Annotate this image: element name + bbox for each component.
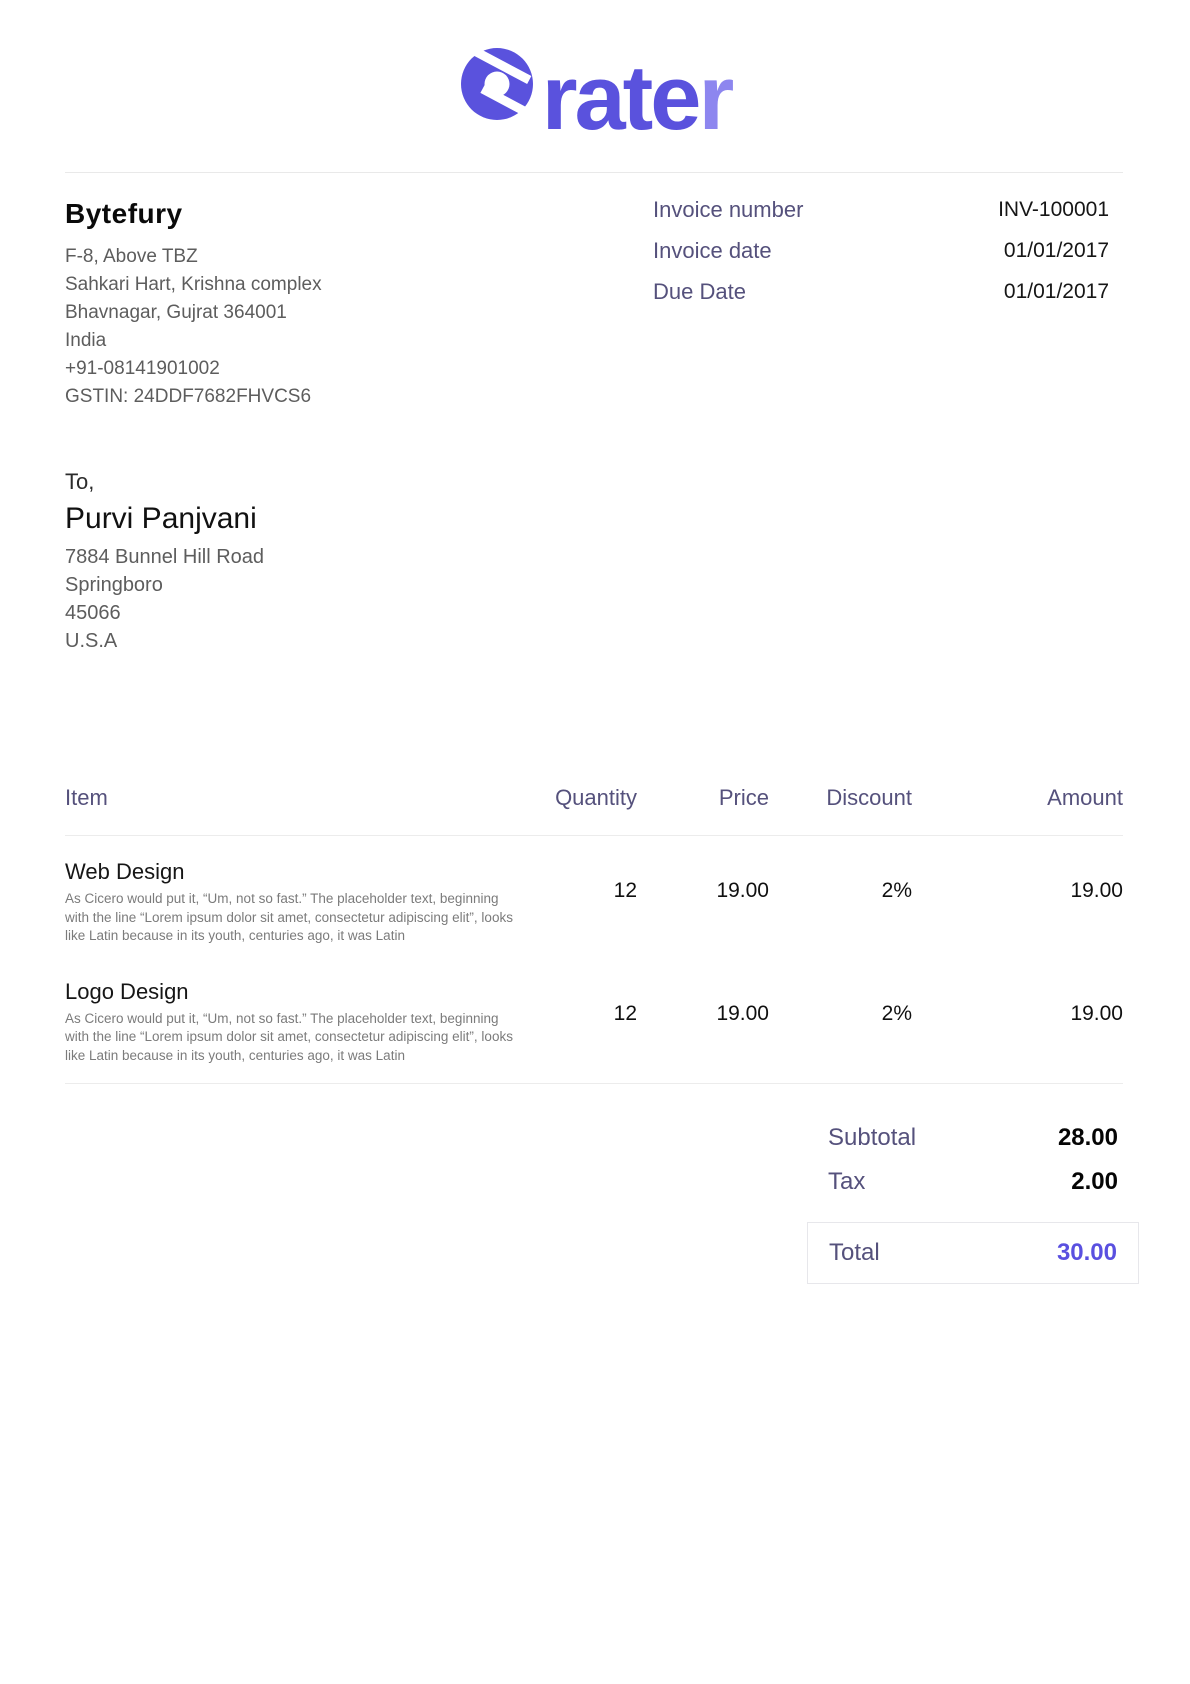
company-gstin: GSTIN: 24DDF7682FHVCS6 (65, 386, 312, 407)
company-phone: +91-08141901002 (65, 358, 220, 379)
customer-address-line: Springboro (65, 574, 163, 596)
total-box: Total 30.00 (807, 1222, 1139, 1284)
header-divider (65, 172, 1123, 173)
crater-logo: rater (459, 46, 734, 144)
invoice-date-label: Invoice date (653, 238, 772, 263)
subtotal-label: Subtotal (828, 1124, 917, 1151)
header-amount: Amount (912, 785, 1123, 836)
due-date-label: Due Date (653, 279, 746, 304)
crater-mark-icon (460, 47, 535, 122)
invoice-number-value: INV-100001 (998, 198, 1109, 221)
customer-address: 7884 Bunnel Hill Road Springboro 45066 U… (65, 543, 1123, 655)
due-date-row: Due Date 01/01/2017 (653, 281, 1123, 303)
item-price: 19.00 (716, 878, 769, 902)
subtotal-row: Subtotal 28.00 (807, 1126, 1139, 1150)
invoice-date-value: 01/01/2017 (1003, 239, 1109, 262)
item-name: Web Design (65, 859, 185, 884)
tax-row: Tax 2.00 (807, 1170, 1139, 1194)
logo-text-tail: r (698, 47, 734, 149)
company-address-line: F-8, Above TBZ (65, 246, 198, 267)
table-row: Logo Design As Cicero would put it, “Um,… (65, 945, 1123, 1084)
totals-block: Subtotal 28.00 Tax 2.00 Total 30.00 (807, 1126, 1139, 1284)
logo-text-main: rate (541, 47, 702, 149)
items-header-row: Item Quantity Price Discount Amount (65, 785, 1123, 836)
item-cell: Web Design As Cicero would put it, “Um, … (65, 836, 522, 946)
item-description: As Cicero would put it, “Um, not so fast… (65, 891, 513, 943)
item-description: As Cicero would put it, “Um, not so fast… (65, 1010, 513, 1063)
customer-name: Purvi Panjvani (65, 502, 257, 535)
company-address-line: Sahkari Hart, Krishna complex (65, 274, 322, 295)
bill-to-prefix: To, (65, 469, 95, 494)
invoice-number-label: Invoice number (653, 197, 804, 222)
item-amount: 19.00 (1070, 878, 1123, 902)
invoice-number-row: Invoice number INV-100001 (653, 199, 1123, 221)
logo-text: rater (542, 52, 735, 144)
customer-address-line: U.S.A (65, 630, 118, 652)
bill-to-block: To, Purvi Panjvani 7884 Bunnel Hill Road… (65, 467, 1123, 655)
item-cell: Logo Design As Cicero would put it, “Um,… (65, 945, 522, 1084)
item-discount: 2% (769, 945, 912, 1084)
subtotal-value: 28.00 (1057, 1124, 1118, 1151)
item-quantity: 12 (522, 945, 637, 1084)
customer-address-line: 7884 Bunnel Hill Road (65, 546, 265, 568)
item-price: 19.00 (637, 945, 769, 1084)
total-label: Total (829, 1239, 880, 1266)
company-address-line: India (65, 330, 107, 351)
due-date-value: 01/01/2017 (1003, 280, 1109, 303)
tax-value: 2.00 (1071, 1168, 1118, 1195)
header-price: Price (637, 785, 769, 836)
company-address-line: Bhavnagar, Gujrat 364001 (65, 302, 287, 323)
header-quantity: Quantity (522, 785, 637, 836)
item-name: Logo Design (65, 978, 189, 1004)
item-amount: 19.00 (912, 945, 1123, 1084)
item-quantity: 12 (613, 878, 637, 902)
company-block: Bytefury F-8, Above TBZ Sahkari Hart, Kr… (65, 197, 322, 411)
info-section: Bytefury F-8, Above TBZ Sahkari Hart, Kr… (0, 173, 1190, 411)
item-discount: 2% (881, 878, 912, 902)
logo-row: rater (0, 0, 1190, 144)
company-name: Bytefury (65, 198, 183, 229)
header-item: Item (65, 785, 522, 836)
header-discount: Discount (769, 785, 912, 836)
customer-address-line: 45066 (65, 602, 121, 624)
invoice-meta: Invoice number INV-100001 Invoice date 0… (653, 197, 1123, 322)
table-row: Web Design As Cicero would put it, “Um, … (65, 836, 1123, 946)
tax-label: Tax (828, 1168, 866, 1195)
invoice-date-row: Invoice date 01/01/2017 (653, 240, 1123, 262)
total-value: 30.00 (1056, 1239, 1117, 1266)
items-table: Item Quantity Price Discount Amount Web … (65, 785, 1123, 1084)
